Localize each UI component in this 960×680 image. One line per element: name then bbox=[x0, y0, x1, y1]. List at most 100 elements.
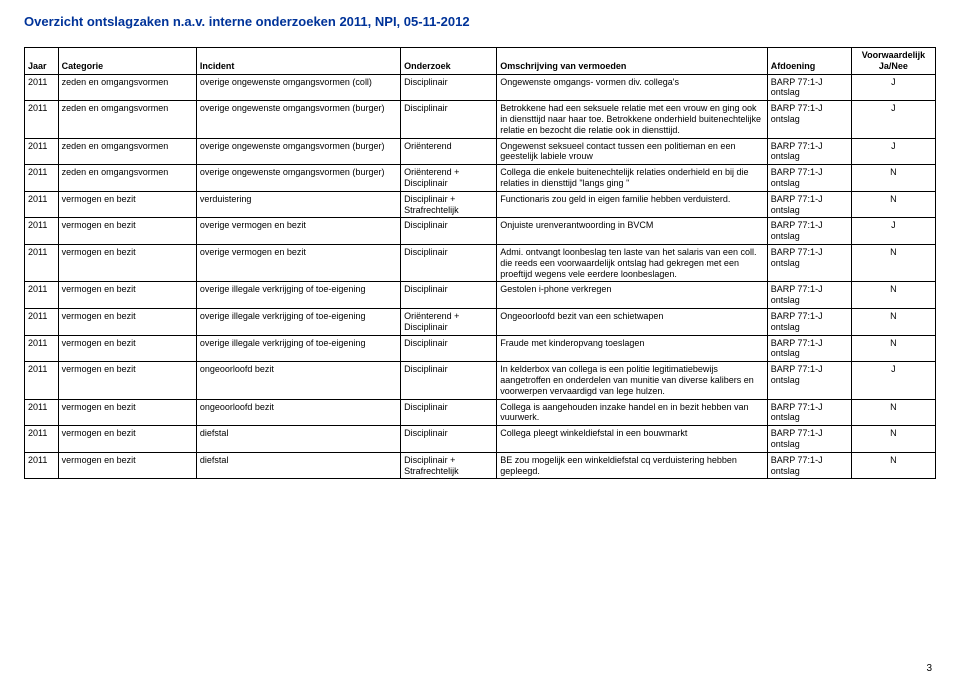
cell-categorie: vermogen en bezit bbox=[58, 362, 196, 399]
cell-incident: diefstal bbox=[196, 452, 400, 479]
cell-categorie: vermogen en bezit bbox=[58, 218, 196, 245]
cell-jaar: 2011 bbox=[25, 282, 59, 309]
cell-jaar: 2011 bbox=[25, 399, 59, 426]
cases-table: Jaar Categorie Incident Onderzoek Omschr… bbox=[24, 47, 936, 479]
cell-omschrijving: Gestolen i-phone verkregen bbox=[497, 282, 767, 309]
table-row: 2011vermogen en bezitdiefstalDisciplinai… bbox=[25, 452, 936, 479]
cell-afdoening: BARP 77:1-J ontslag bbox=[767, 452, 851, 479]
cell-afdoening: BARP 77:1-J ontslag bbox=[767, 282, 851, 309]
table-row: 2011vermogen en bezitoverige illegale ve… bbox=[25, 282, 936, 309]
cell-voorwaardelijk: N bbox=[851, 426, 935, 453]
th-jaar: Jaar bbox=[25, 48, 59, 75]
cell-categorie: zeden en omgangsvormen bbox=[58, 165, 196, 192]
th-onderzoek: Onderzoek bbox=[401, 48, 497, 75]
cell-voorwaardelijk: J bbox=[851, 74, 935, 101]
cell-omschrijving: Functionaris zou geld in eigen familie h… bbox=[497, 191, 767, 218]
cell-categorie: vermogen en bezit bbox=[58, 191, 196, 218]
cell-omschrijving: Collega die enkele buitenechtelijk relat… bbox=[497, 165, 767, 192]
cell-jaar: 2011 bbox=[25, 74, 59, 101]
cell-omschrijving: Admi. ontvangt loonbeslag ten laste van … bbox=[497, 244, 767, 281]
cell-incident: overige illegale verkrijging of toe-eige… bbox=[196, 282, 400, 309]
th-categorie: Categorie bbox=[58, 48, 196, 75]
cell-incident: overige ongewenste omgangsvormen (burger… bbox=[196, 101, 400, 138]
cell-voorwaardelijk: J bbox=[851, 101, 935, 138]
cell-voorwaardelijk: N bbox=[851, 452, 935, 479]
cell-categorie: zeden en omgangsvormen bbox=[58, 138, 196, 165]
cell-afdoening: BARP 77:1-J ontslag bbox=[767, 101, 851, 138]
cell-categorie: vermogen en bezit bbox=[58, 452, 196, 479]
cell-incident: ongeoorloofd bezit bbox=[196, 399, 400, 426]
cell-omschrijving: In kelderbox van collega is een politie … bbox=[497, 362, 767, 399]
cell-onderzoek: Disciplinair bbox=[401, 218, 497, 245]
cell-onderzoek: Disciplinair + Strafrechtelijk bbox=[401, 452, 497, 479]
cell-incident: overige ongewenste omgangsvormen (burger… bbox=[196, 138, 400, 165]
cell-voorwaardelijk: N bbox=[851, 399, 935, 426]
cell-voorwaardelijk: J bbox=[851, 138, 935, 165]
cell-jaar: 2011 bbox=[25, 452, 59, 479]
cell-jaar: 2011 bbox=[25, 165, 59, 192]
cell-afdoening: BARP 77:1-J ontslag bbox=[767, 138, 851, 165]
cell-jaar: 2011 bbox=[25, 362, 59, 399]
cell-omschrijving: Ongewenste omgangs- vormen div. collega'… bbox=[497, 74, 767, 101]
cell-afdoening: BARP 77:1-J ontslag bbox=[767, 244, 851, 281]
cell-afdoening: BARP 77:1-J ontslag bbox=[767, 335, 851, 362]
page-title: Overzicht ontslagzaken n.a.v. interne on… bbox=[24, 14, 936, 29]
cell-onderzoek: Disciplinair bbox=[401, 282, 497, 309]
cell-omschrijving: Ongeoorloofd bezit van een schietwapen bbox=[497, 308, 767, 335]
cell-afdoening: BARP 77:1-J ontslag bbox=[767, 308, 851, 335]
table-row: 2011zeden en omgangsvormenoverige ongewe… bbox=[25, 101, 936, 138]
cell-categorie: vermogen en bezit bbox=[58, 244, 196, 281]
table-body: 2011zeden en omgangsvormenoverige ongewe… bbox=[25, 74, 936, 479]
cell-onderzoek: Disciplinair bbox=[401, 426, 497, 453]
cell-omschrijving: Fraude met kinderopvang toeslagen bbox=[497, 335, 767, 362]
cell-voorwaardelijk: N bbox=[851, 165, 935, 192]
th-omschrijving: Omschrijving van vermoeden bbox=[497, 48, 767, 75]
cell-incident: diefstal bbox=[196, 426, 400, 453]
cell-incident: overige ongewenste omgangsvormen (coll) bbox=[196, 74, 400, 101]
table-row: 2011vermogen en bezitoverige vermogen en… bbox=[25, 244, 936, 281]
cell-incident: overige vermogen en bezit bbox=[196, 244, 400, 281]
table-row: 2011vermogen en bezitoverige illegale ve… bbox=[25, 308, 936, 335]
cell-incident: overige ongewenste omgangsvormen (burger… bbox=[196, 165, 400, 192]
table-row: 2011vermogen en bezitongeoorloofd bezitD… bbox=[25, 362, 936, 399]
cell-jaar: 2011 bbox=[25, 308, 59, 335]
cell-omschrijving: Collega is aangehouden inzake handel en … bbox=[497, 399, 767, 426]
cell-voorwaardelijk: N bbox=[851, 282, 935, 309]
cell-voorwaardelijk: J bbox=[851, 218, 935, 245]
cell-voorwaardelijk: N bbox=[851, 335, 935, 362]
cell-categorie: zeden en omgangsvormen bbox=[58, 74, 196, 101]
page-number: 3 bbox=[926, 663, 932, 674]
table-header: Jaar Categorie Incident Onderzoek Omschr… bbox=[25, 48, 936, 75]
cell-voorwaardelijk: N bbox=[851, 308, 935, 335]
cell-afdoening: BARP 77:1-J ontslag bbox=[767, 426, 851, 453]
cell-jaar: 2011 bbox=[25, 244, 59, 281]
cell-afdoening: BARP 77:1-J ontslag bbox=[767, 165, 851, 192]
cell-afdoening: BARP 77:1-J ontslag bbox=[767, 399, 851, 426]
cell-onderzoek: Disciplinair bbox=[401, 399, 497, 426]
cell-omschrijving: BE zou mogelijk een winkeldiefstal cq ve… bbox=[497, 452, 767, 479]
cell-onderzoek: Disciplinair bbox=[401, 74, 497, 101]
cell-onderzoek: Disciplinair bbox=[401, 101, 497, 138]
cell-voorwaardelijk: N bbox=[851, 191, 935, 218]
cell-incident: verduistering bbox=[196, 191, 400, 218]
cell-onderzoek: Disciplinair bbox=[401, 244, 497, 281]
cell-omschrijving: Onjuiste urenverantwoording in BVCM bbox=[497, 218, 767, 245]
cell-jaar: 2011 bbox=[25, 138, 59, 165]
th-afdoening: Afdoening bbox=[767, 48, 851, 75]
cell-categorie: zeden en omgangsvormen bbox=[58, 101, 196, 138]
cell-jaar: 2011 bbox=[25, 335, 59, 362]
cell-onderzoek: Disciplinair + Strafrechtelijk bbox=[401, 191, 497, 218]
page: Overzicht ontslagzaken n.a.v. interne on… bbox=[0, 0, 960, 680]
cell-afdoening: BARP 77:1-J ontslag bbox=[767, 362, 851, 399]
cell-onderzoek: Oriënterend bbox=[401, 138, 497, 165]
table-row: 2011zeden en omgangsvormenoverige ongewe… bbox=[25, 138, 936, 165]
cell-categorie: vermogen en bezit bbox=[58, 426, 196, 453]
cell-omschrijving: Collega pleegt winkeldiefstal in een bou… bbox=[497, 426, 767, 453]
cell-afdoening: BARP 77:1-J ontslag bbox=[767, 74, 851, 101]
cell-onderzoek: Oriënterend + Disciplinair bbox=[401, 165, 497, 192]
table-row: 2011vermogen en bezitoverige illegale ve… bbox=[25, 335, 936, 362]
cell-jaar: 2011 bbox=[25, 426, 59, 453]
cell-onderzoek: Disciplinair bbox=[401, 335, 497, 362]
table-row: 2011vermogen en bezitongeoorloofd bezitD… bbox=[25, 399, 936, 426]
th-incident: Incident bbox=[196, 48, 400, 75]
